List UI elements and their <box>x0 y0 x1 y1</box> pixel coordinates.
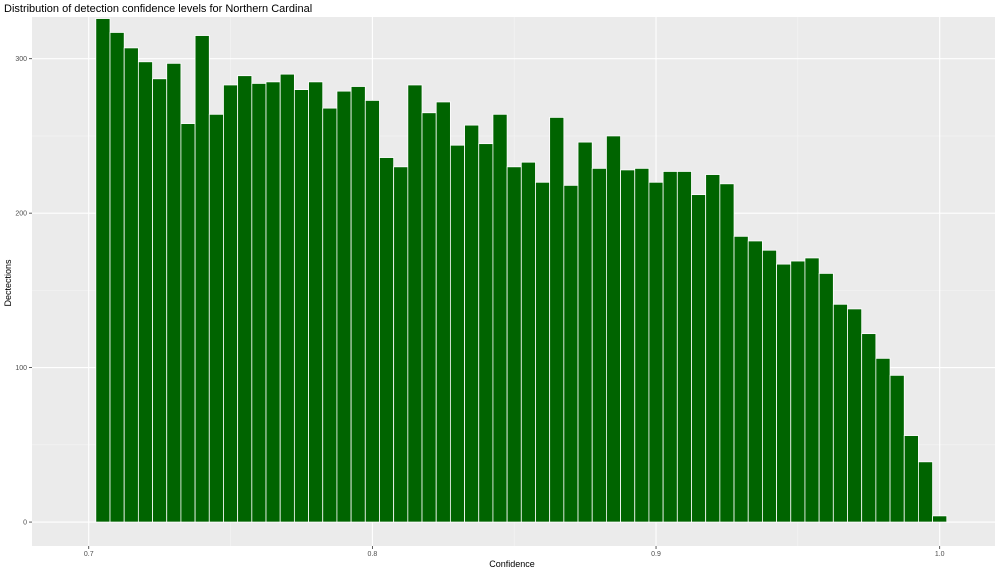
histogram-bar <box>818 272 834 523</box>
histogram-bar <box>634 167 650 523</box>
x-tick-label: 0.8 <box>368 551 378 558</box>
histogram-bar <box>847 308 863 523</box>
histogram-bar <box>180 123 196 523</box>
histogram-bar <box>464 124 480 523</box>
histogram-bar <box>152 78 168 523</box>
histogram-bar <box>506 166 522 523</box>
histogram-bar <box>790 260 806 523</box>
histogram-bar <box>208 113 224 523</box>
histogram-bar <box>605 135 621 523</box>
histogram-bar <box>762 249 777 523</box>
histogram-bar <box>563 184 579 523</box>
histogram-bar <box>492 113 508 523</box>
histogram-bar <box>520 161 536 523</box>
histogram-bar <box>364 100 380 523</box>
histogram-bar <box>435 101 451 523</box>
histogram-bar <box>733 235 749 523</box>
histogram-bar <box>676 171 692 523</box>
histogram-bar <box>832 303 848 523</box>
histogram-bar <box>535 181 551 523</box>
chart-title: Distribution of detection confidence lev… <box>4 3 312 15</box>
histogram-bar <box>662 171 678 523</box>
x-axis-ticks: 0.7 0.8 0.9 1.0 <box>84 546 945 558</box>
y-tick-label: 100 <box>15 365 27 372</box>
histogram-bar <box>194 35 210 523</box>
histogram-bar <box>719 183 735 523</box>
bars <box>95 18 948 523</box>
histogram-bar <box>918 461 933 523</box>
histogram-bar <box>109 32 125 523</box>
x-tick-label: 1.0 <box>935 551 945 558</box>
x-tick-label: 0.7 <box>84 551 94 558</box>
histogram-bar <box>137 61 153 523</box>
histogram-bar <box>336 90 352 523</box>
histogram-bar <box>393 166 409 523</box>
histogram-bar <box>279 73 295 523</box>
histogram-bar <box>875 357 891 523</box>
histogram-bar <box>747 240 763 523</box>
histogram-bar <box>449 144 465 523</box>
histogram-bar <box>407 84 423 523</box>
y-tick-label: 200 <box>15 211 27 218</box>
y-tick-label: 0 <box>23 520 27 527</box>
histogram-bar <box>379 157 395 523</box>
y-axis-ticks: 0 100 200 300 <box>15 56 32 527</box>
histogram-bar <box>251 83 267 523</box>
histogram-bar <box>421 112 437 523</box>
histogram-bar <box>705 174 721 523</box>
histogram-bar <box>620 169 636 523</box>
histogram-bar <box>123 47 139 523</box>
histogram-bar <box>861 333 877 523</box>
histogram-bar <box>804 257 820 523</box>
histogram-bar <box>691 194 707 523</box>
histogram-bar <box>350 86 366 523</box>
histogram-bar <box>648 181 664 523</box>
y-axis-label: Dectections <box>3 259 13 307</box>
histogram-bar <box>577 141 593 523</box>
histogram-bar <box>549 116 565 523</box>
histogram-bar <box>166 62 182 523</box>
histogram-bar <box>293 89 309 523</box>
x-axis-label: Confidence <box>489 559 535 569</box>
y-tick-label: 300 <box>15 56 27 63</box>
histogram-bar <box>932 515 948 523</box>
histogram-bar <box>237 75 253 523</box>
histogram-bar <box>889 374 905 523</box>
histogram-bar <box>322 107 338 523</box>
x-tick-label: 0.9 <box>651 551 661 558</box>
histogram-bar <box>478 143 494 523</box>
histogram-bar <box>95 18 111 523</box>
histogram-bar <box>591 167 607 523</box>
histogram-bar <box>776 263 792 523</box>
histogram-bar <box>903 435 919 523</box>
histogram-bar <box>265 81 281 523</box>
histogram-bar <box>308 81 324 523</box>
histogram-bar <box>223 84 239 523</box>
